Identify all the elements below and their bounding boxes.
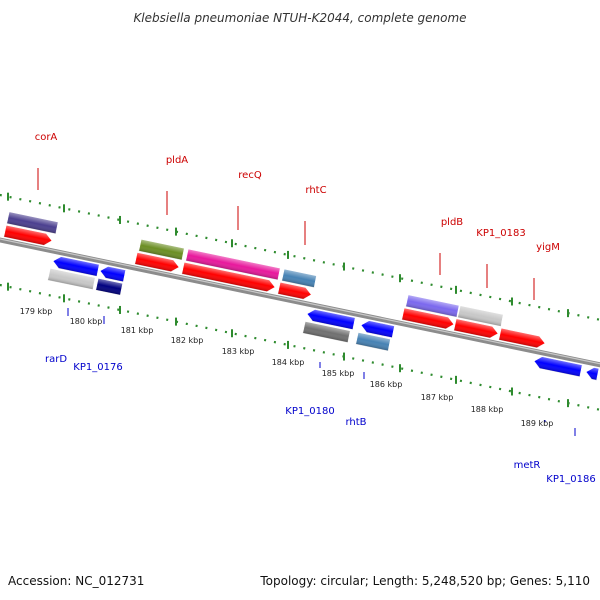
gene-recQ[interactable]: [185, 248, 281, 281]
genome-backbone: [0, 237, 600, 368]
gene-KP1_0183[interactable]: [457, 305, 504, 327]
gene-labels: corA pldA recQ rhtC pldB KP1_0183 yigM rarD KP1_…: [35, 132, 596, 485]
gene-pldA[interactable]: [138, 238, 185, 261]
tick-label: 189 kbp: [521, 419, 554, 428]
gene-label-KP1_0180[interactable]: KP1_0180: [285, 406, 334, 417]
gene-rarD[interactable]: [47, 267, 96, 290]
cds-pldA[interactable]: [134, 252, 181, 273]
gene-label-KP1_0186[interactable]: KP1_0186: [546, 474, 595, 485]
tick-label: 180 kbp: [70, 317, 103, 326]
gene-KP1_0180[interactable]: [302, 321, 351, 343]
gene-label-KP1_0176[interactable]: KP1_0176: [73, 362, 122, 373]
cds-rarD[interactable]: [52, 255, 100, 277]
tick-label: 188 kbp: [471, 405, 504, 414]
gene-KP1_0176[interactable]: [95, 277, 124, 296]
gene-label-pldA[interactable]: pldA: [166, 155, 188, 166]
gene-label-recQ[interactable]: recQ: [238, 170, 262, 181]
topology-text: Topology: circular; Length: 5,248,520 bp…: [259, 574, 590, 588]
feature-track: [3, 211, 600, 381]
gene-rhtC[interactable]: [281, 268, 317, 288]
tick-label: 187 kbp: [421, 393, 454, 402]
backbone-line: [0, 237, 600, 368]
gene-label-rarD[interactable]: rarD: [45, 354, 67, 365]
gene-rhtB[interactable]: [355, 332, 391, 352]
cds-KP1_0180[interactable]: [306, 308, 356, 330]
gene-pldB[interactable]: [405, 294, 460, 318]
gene-label-metR[interactable]: metR: [514, 460, 541, 471]
gene-label-pldB[interactable]: pldB: [441, 217, 463, 228]
gene-label-rhtB[interactable]: rhtB: [345, 417, 366, 428]
cds-pldB[interactable]: [401, 307, 455, 330]
cds-yigM[interactable]: [498, 327, 546, 349]
tick-label: 183 kbp: [222, 347, 255, 356]
tick-label: 179 kbp: [20, 307, 53, 316]
map-title: Klebsiella pneumoniae NTUH-K2044, comple…: [133, 11, 466, 25]
cds-KP1_0176[interactable]: [99, 265, 127, 283]
accession-text: Accession: NC_012731: [8, 574, 144, 588]
cds-rhtC[interactable]: [277, 281, 313, 300]
gene-label-rhtC[interactable]: rhtC: [305, 185, 326, 196]
tick-label: 186 kbp: [370, 380, 403, 389]
cds-KP1_0186[interactable]: [585, 366, 600, 381]
tick-label: 185 kbp: [322, 369, 355, 378]
tick-label: 184 kbp: [272, 358, 305, 367]
gene-corA[interactable]: [6, 211, 59, 235]
cds-KP1_0183[interactable]: [453, 318, 500, 340]
cds-metR[interactable]: [533, 355, 583, 378]
tick-label: 182 kbp: [171, 336, 204, 345]
cds-corA[interactable]: [3, 224, 53, 247]
cds-recQ[interactable]: [181, 261, 276, 293]
scale-lines: [0, 192, 600, 411]
tick-label: 181 kbp: [121, 326, 154, 335]
backbone-highlight: [0, 238, 600, 365]
tick-labels: 179 kbp 180 kbp 181 kbp 182 kbp 183 kbp 184 k…: [20, 307, 554, 428]
gene-label-yigM[interactable]: yigM: [536, 242, 560, 253]
gene-label-corA[interactable]: corA: [35, 132, 58, 143]
cds-rhtB[interactable]: [360, 319, 395, 339]
gene-label-KP1_0183[interactable]: KP1_0183: [476, 228, 525, 239]
